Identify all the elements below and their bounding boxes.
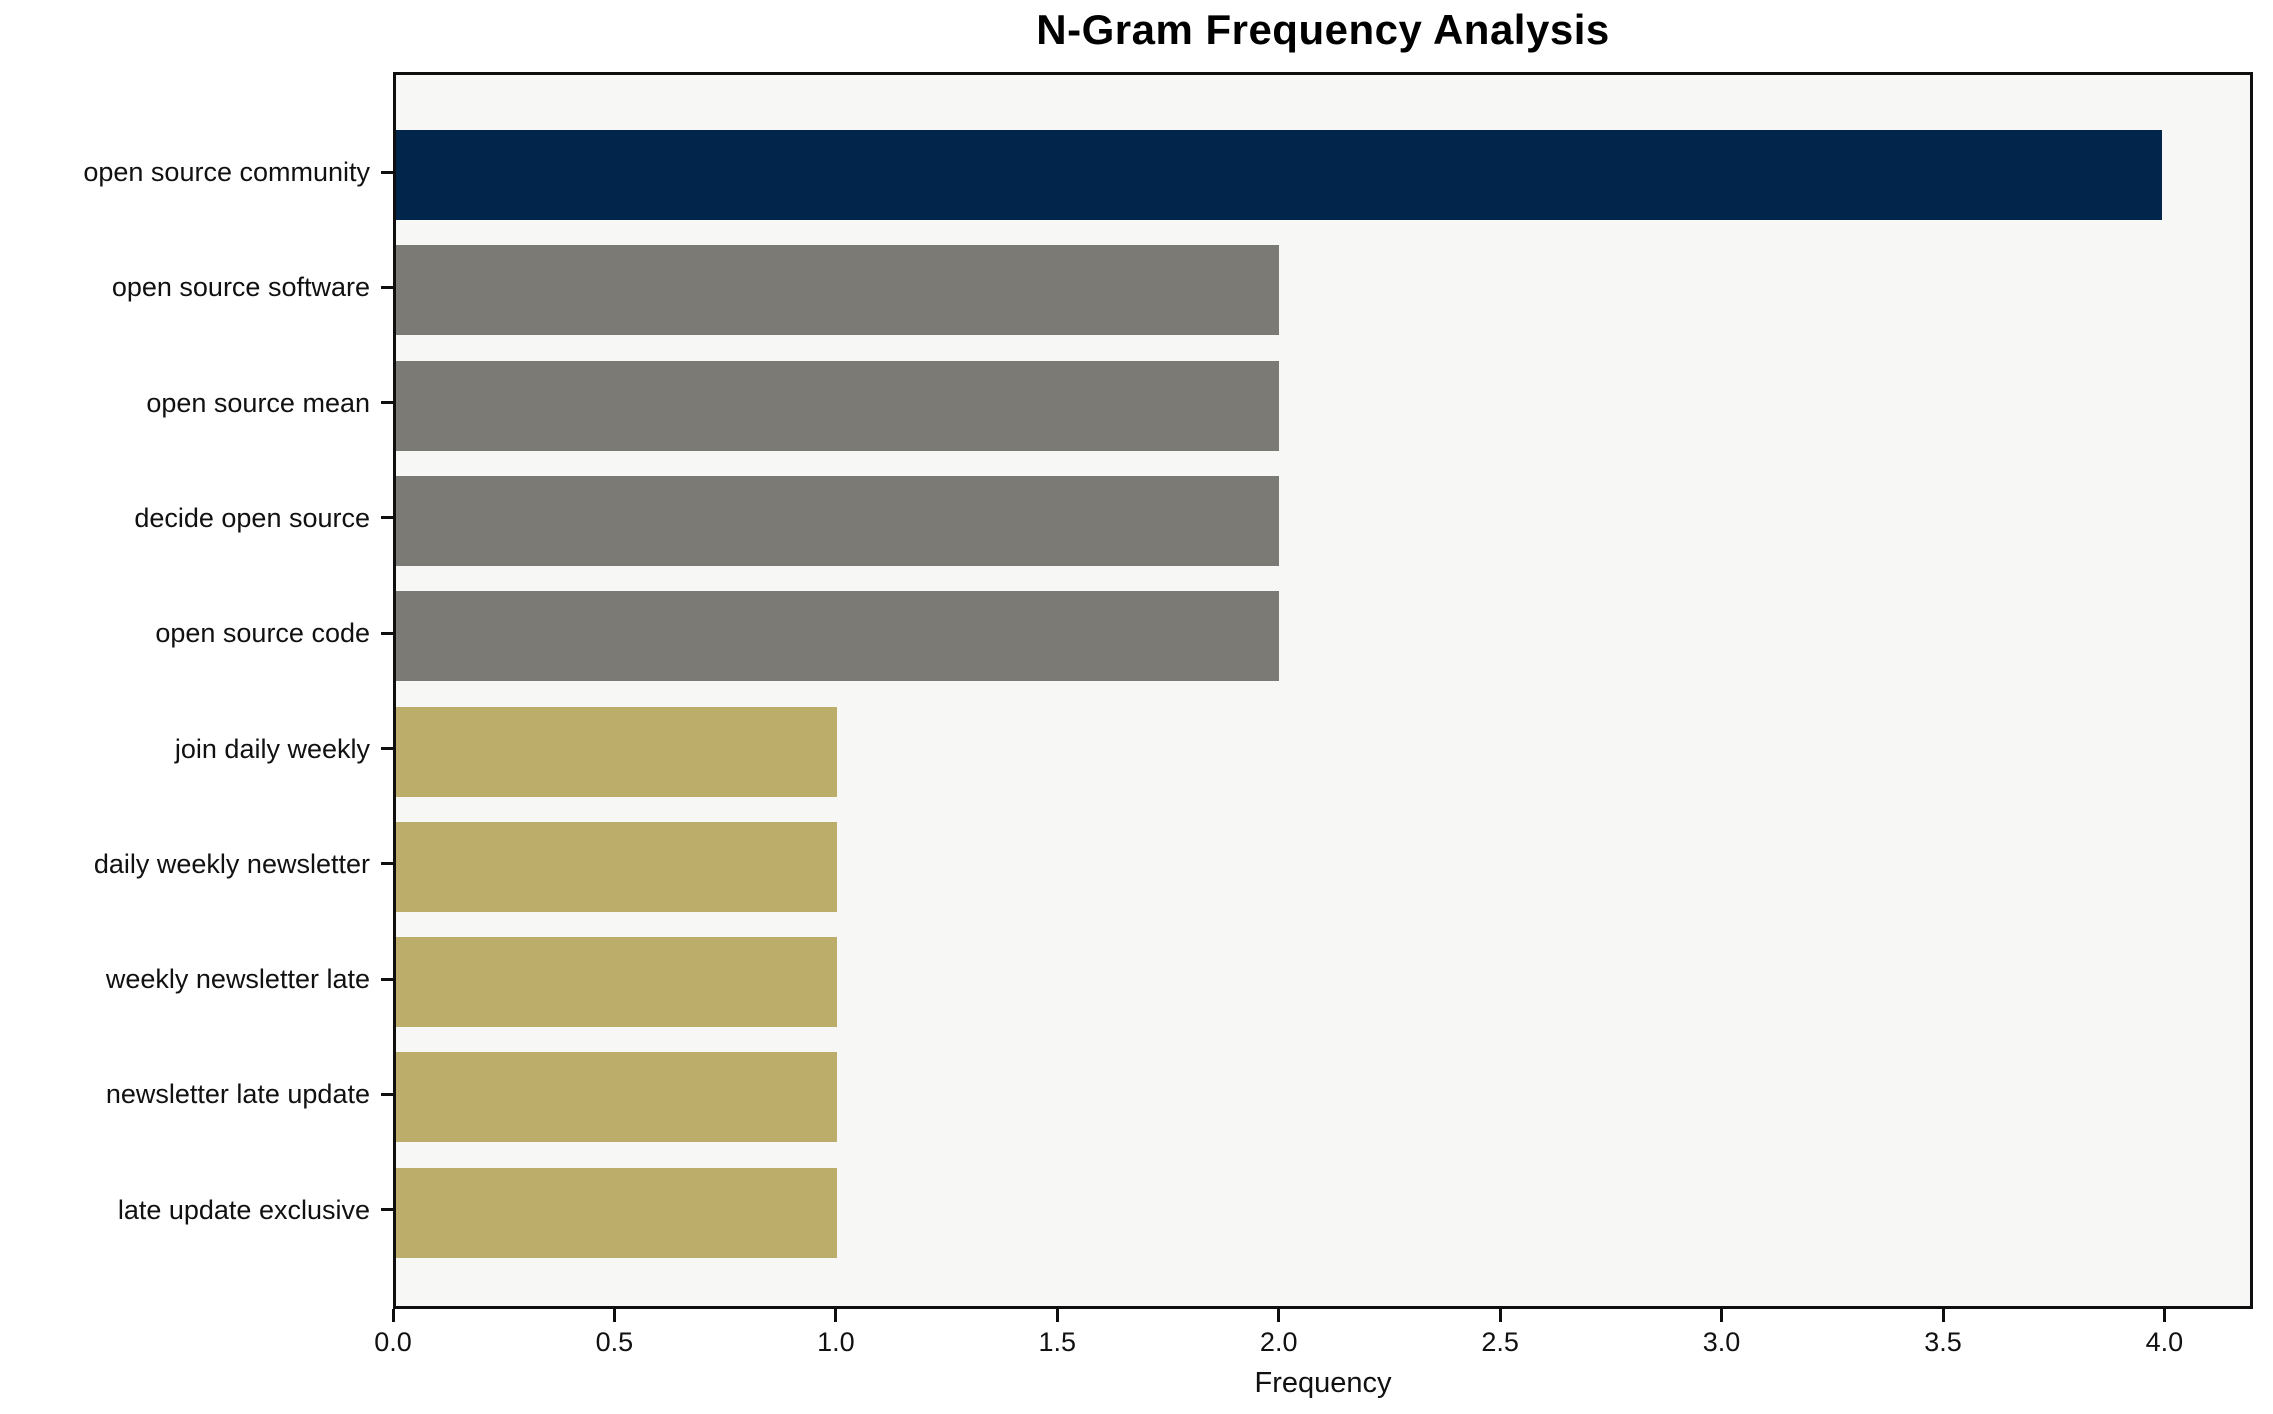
chart-title: N-Gram Frequency Analysis [1036,6,1610,53]
bar [396,591,1279,682]
bar [396,130,2162,220]
x-axis-tick [1277,1309,1281,1322]
y-axis-label: decide open source [134,502,370,533]
x-axis-tick [2162,1309,2166,1322]
x-axis-tick [612,1309,616,1322]
bar [396,245,1279,336]
x-axis-tick [1055,1309,1059,1322]
plot-area [393,72,2253,1309]
x-axis-label: 1.0 [817,1327,855,1357]
x-axis-label: 3.5 [1924,1327,1962,1357]
y-axis-tick [381,747,393,750]
x-axis-tick [1720,1309,1724,1322]
x-axis-label: 2.5 [1481,1327,1519,1357]
x-axis-label: 3.0 [1702,1327,1741,1357]
bar [396,1052,838,1143]
y-axis-tick [381,401,393,405]
y-axis-label: open source community [83,157,370,187]
bar [396,1167,838,1258]
y-axis-label: daily weekly newsletter [93,848,370,879]
y-axis-label: open source software [111,272,370,303]
y-axis-label: late update exclusive [117,1194,370,1225]
y-axis-label: weekly newsletter late [105,964,370,995]
y-axis-tick [381,1208,393,1212]
y-axis-label: open source mean [146,387,370,418]
x-axis-label: 0.5 [595,1327,634,1357]
bar [396,821,838,912]
y-axis-tick [381,1092,393,1096]
x-axis-label: 2.0 [1259,1327,1298,1357]
bar [396,706,838,797]
bar [396,937,838,1028]
x-axis-tick [834,1309,838,1322]
y-axis-tick [381,170,393,174]
x-axis-label: 0.0 [374,1327,412,1357]
x-axis-tick [1498,1309,1502,1322]
x-axis-tick [391,1309,395,1322]
x-axis-title: Frequency [1254,1367,1392,1399]
y-axis-tick [381,862,393,866]
y-axis-label: newsletter late update [105,1079,370,1110]
x-axis-label: 1.5 [1038,1327,1077,1357]
x-axis-tick [1941,1309,1945,1322]
y-axis-tick [381,631,393,635]
y-axis-tick [381,977,393,981]
bar [396,360,1279,451]
x-axis-label: 4.0 [2145,1327,2184,1357]
y-axis-tick [381,516,393,520]
y-axis-label: join daily weekly [174,733,370,764]
y-axis-tick [381,285,393,289]
bar [396,475,1279,566]
y-axis-label: open source code [155,618,370,649]
